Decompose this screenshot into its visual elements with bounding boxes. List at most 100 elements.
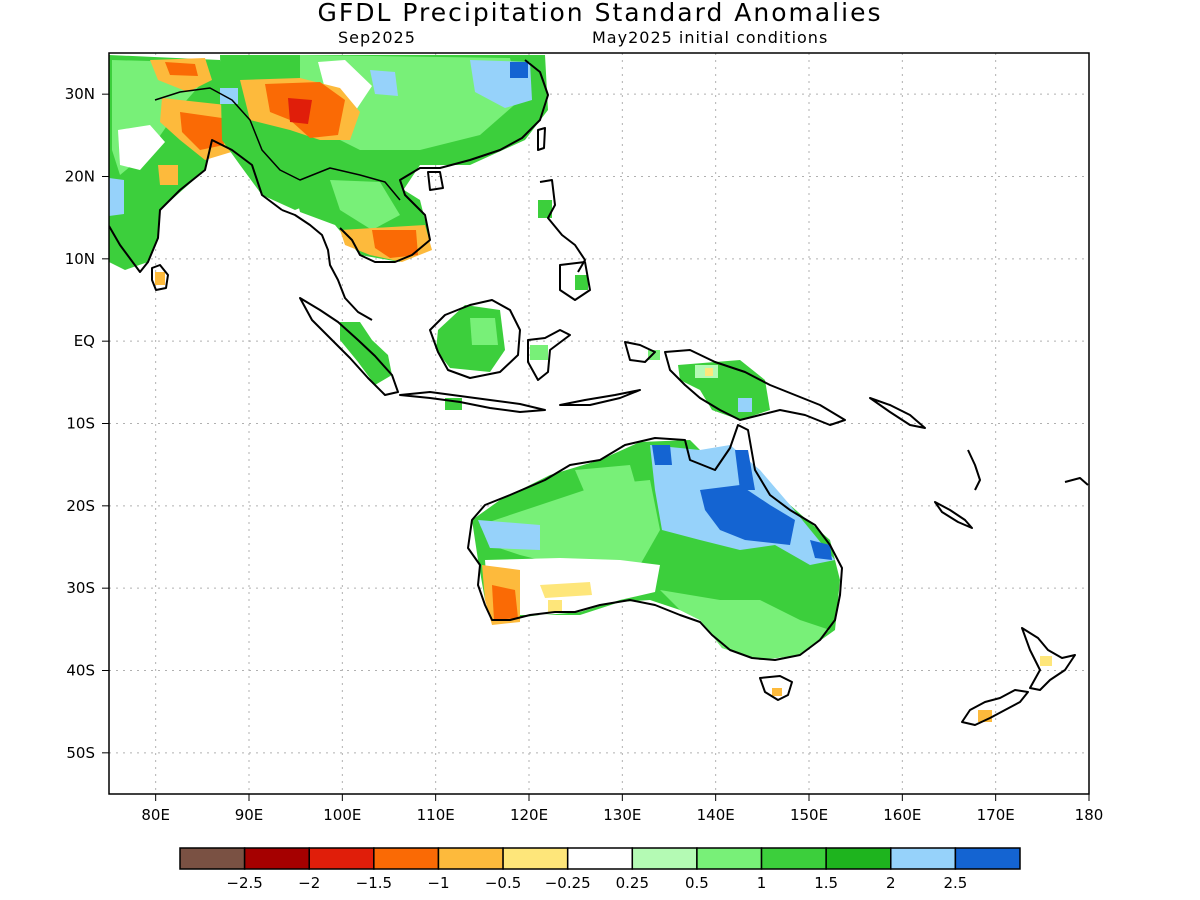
anomaly-field xyxy=(109,55,1052,722)
lon-label: 110E xyxy=(417,806,455,824)
colorbar-swatch xyxy=(373,847,440,870)
coast-india-border xyxy=(154,87,401,201)
colorbar-swatch xyxy=(566,847,634,870)
lat-label: 30S xyxy=(66,579,95,597)
lat-label: EQ xyxy=(74,332,95,350)
forecast-month: Sep2025 xyxy=(338,28,416,47)
anomaly-srilanka xyxy=(155,272,165,285)
anomaly-australia-red xyxy=(492,585,518,620)
latitude-labels: 30N 20N 10N EQ 10S 20S 30S 40S 50S xyxy=(65,85,109,762)
colorbar-label: 2 xyxy=(886,874,896,892)
colorbar-label: −1 xyxy=(427,874,449,892)
anomaly-china-darkred xyxy=(288,98,312,124)
colorbar: −2.5 −2 −1.5 −1 −0.5 −0.25 0.25 0.5 1 1.5 2 2.5 xyxy=(179,847,1021,892)
colorbar-swatch xyxy=(631,847,698,870)
colorbar-label: 1.5 xyxy=(814,874,838,892)
coast-sumatra xyxy=(299,297,399,396)
anomaly-australia-paleyellow xyxy=(540,582,592,598)
anomaly-sumatra xyxy=(340,322,392,385)
coast-mindanao xyxy=(559,261,591,301)
anomaly-tasmania xyxy=(772,688,782,696)
coast-fiji xyxy=(1064,477,1089,486)
anomaly-borneo-light xyxy=(470,318,498,345)
coast-solomon xyxy=(869,397,926,429)
coast-timor xyxy=(559,389,641,406)
coast-australia xyxy=(467,424,843,661)
chart-title: GFDL Precipitation Standard Anomalies xyxy=(317,0,883,27)
coastlines xyxy=(109,59,1089,726)
anomaly-philippines xyxy=(538,200,552,218)
lat-label: 30N xyxy=(65,85,95,103)
coast-taiwan xyxy=(537,127,546,151)
coast-tasmania xyxy=(759,675,793,701)
anomaly-halmahera xyxy=(648,350,660,360)
coast-mainland-se xyxy=(281,209,373,321)
lon-label: 120E xyxy=(510,806,548,824)
coast-luzon xyxy=(539,179,586,273)
anomaly-india-white xyxy=(118,125,165,170)
lat-label: 40S xyxy=(66,662,95,680)
coast-india xyxy=(109,139,283,273)
lon-label: 180 xyxy=(1075,806,1104,824)
colorbar-swatch xyxy=(696,847,763,870)
lon-label: 100E xyxy=(323,806,361,824)
colorbar-label: −0.5 xyxy=(485,874,521,892)
coast-halmahera xyxy=(624,341,656,363)
lat-label: 20N xyxy=(65,168,95,186)
colorbar-swatch xyxy=(243,847,310,870)
anomaly-mindanao xyxy=(575,275,588,290)
coast-java xyxy=(399,391,546,413)
lon-label: 140E xyxy=(697,806,735,824)
anomaly-australia-paleyellow2 xyxy=(548,600,562,612)
colorbar-label: 0.25 xyxy=(616,874,649,892)
lon-label: 90E xyxy=(235,806,264,824)
anomaly-australia-darkblue2 xyxy=(735,450,755,490)
initial-conditions: May2025 initial conditions xyxy=(592,28,829,47)
colorbar-label: 0.5 xyxy=(685,874,709,892)
colorbar-label: 1 xyxy=(757,874,767,892)
anomaly-australia-light2 xyxy=(660,590,830,660)
anomaly-nz-north xyxy=(1040,656,1052,666)
coast-nz-south xyxy=(961,689,1029,726)
colorbar-label: −0.25 xyxy=(545,874,591,892)
anomaly-australia-light3 xyxy=(575,465,640,505)
colorbar-label: 2.5 xyxy=(943,874,967,892)
anomaly-australia-darkblue5 xyxy=(810,540,832,560)
coast-newcaledonia xyxy=(934,501,973,529)
colorbar-label: −2.5 xyxy=(226,874,262,892)
colorbar-swatch xyxy=(437,847,504,870)
anomaly-australia-blue-w xyxy=(478,520,540,550)
coast-sulawesi xyxy=(527,329,571,381)
lon-label: 130E xyxy=(603,806,641,824)
lat-label: 20S xyxy=(66,497,95,515)
lon-label: 170E xyxy=(977,806,1015,824)
colorbar-swatch xyxy=(308,847,375,870)
anomaly-indochina-light xyxy=(330,180,400,230)
lon-label: 150E xyxy=(790,806,828,824)
anomaly-china-blue3 xyxy=(510,62,528,78)
lat-label: 50S xyxy=(66,744,95,762)
anomaly-australia-darkblue xyxy=(700,485,795,545)
anomaly-china-blue1 xyxy=(370,70,398,96)
anomaly-india-yellow xyxy=(158,165,178,185)
colorbar-swatch xyxy=(502,847,569,870)
coast-srilanka xyxy=(151,264,169,291)
coast-indochina xyxy=(339,59,549,263)
coast-newguinea xyxy=(664,349,846,426)
anomaly-png-yellow xyxy=(705,368,713,376)
colorbar-swatch xyxy=(890,847,957,870)
colorbar-label: −1.5 xyxy=(356,874,392,892)
lon-label: 160E xyxy=(883,806,921,824)
coast-nz-north xyxy=(1021,627,1076,691)
anomaly-indochina-red xyxy=(372,230,418,258)
anomaly-australia-darkblue3 xyxy=(652,445,672,465)
anomaly-india-blue xyxy=(109,178,124,216)
colorbar-swatch xyxy=(760,847,827,870)
coast-vanuatu xyxy=(967,449,981,491)
colorbar-swatch xyxy=(954,847,1021,870)
lat-label: 10N xyxy=(65,250,95,268)
lat-label: 10S xyxy=(66,415,95,433)
coast-hainan xyxy=(427,171,444,191)
longitude-labels: 80E 90E 100E 110E 120E 130E 140E 150E 160E 170E 18… xyxy=(141,794,1103,824)
